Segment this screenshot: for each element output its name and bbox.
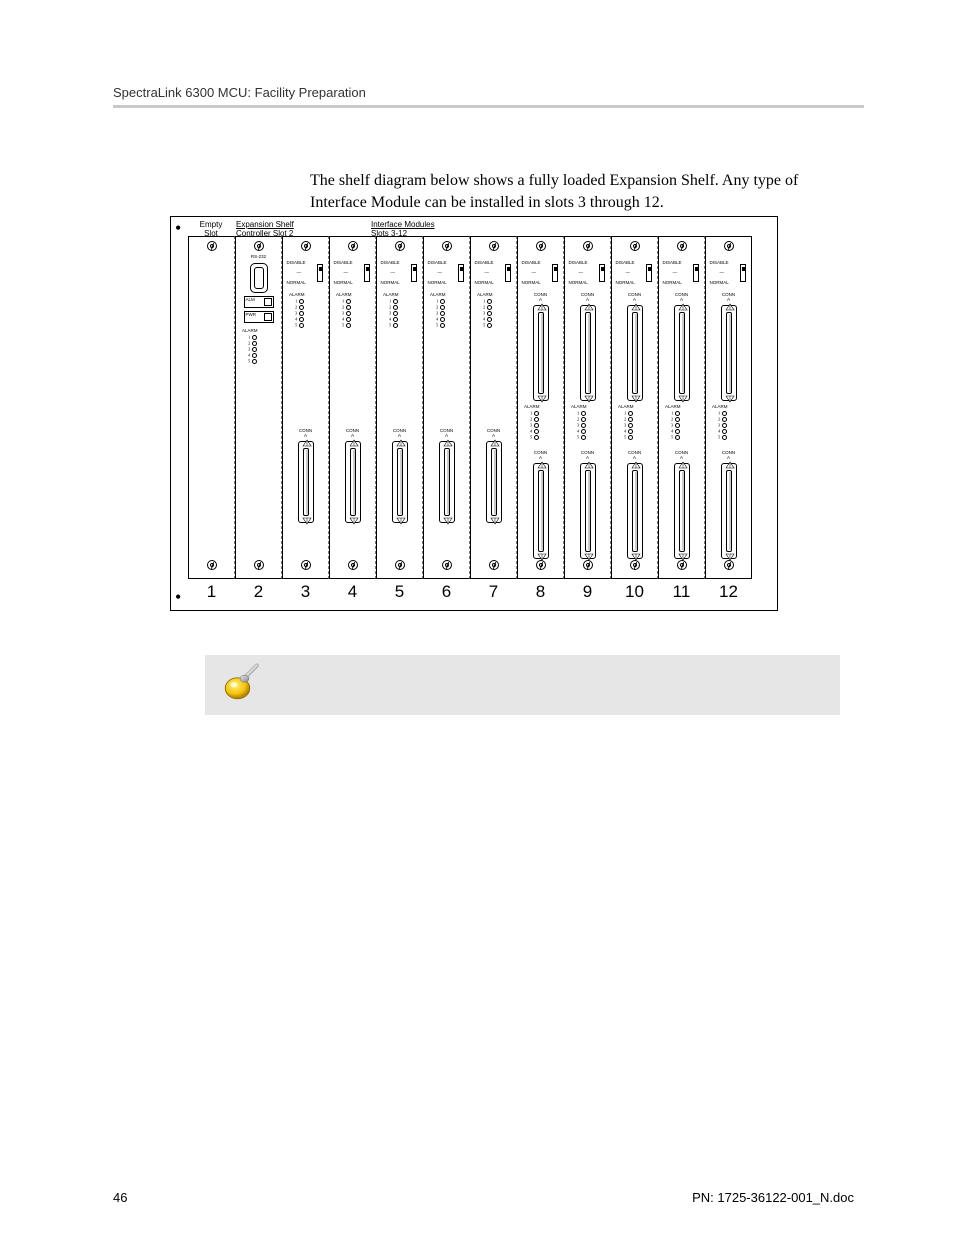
slot-11: DISABLE — NORMAL CONNA ALARM 12345 CONNA xyxy=(658,236,705,579)
screw-icon xyxy=(442,560,452,570)
slot-2: RS-232 ALM PWR ALARM 12345 xyxy=(235,236,282,579)
header-rule xyxy=(113,105,864,108)
slot-10: DISABLE — NORMAL CONNA ALARM 12345 CONNA xyxy=(611,236,658,579)
slot-number: 7 xyxy=(470,582,517,602)
screw-icon xyxy=(583,241,593,251)
screw-icon xyxy=(583,560,593,570)
screw-icon xyxy=(254,560,264,570)
screw-icon xyxy=(677,560,687,570)
slot-number: 1 xyxy=(188,582,235,602)
screw-icon xyxy=(207,560,217,570)
screw-icon xyxy=(442,241,452,251)
note-callout-box xyxy=(205,655,840,715)
slot-number: 6 xyxy=(423,582,470,602)
intro-paragraph: The shelf diagram below shows a fully lo… xyxy=(310,170,854,215)
screw-icon xyxy=(536,560,546,570)
screw-icon xyxy=(489,560,499,570)
screw-icon xyxy=(207,241,217,251)
slot-7: DISABLE — NORMAL ALARM 12345 CONNA xyxy=(470,236,517,579)
running-header: SpectraLink 6300 MCU: Facility Preparati… xyxy=(113,85,854,100)
slot-numbers-row: 123456789101112 xyxy=(171,582,777,606)
page-number: 46 xyxy=(113,1190,127,1205)
shelf-diagram: • • Empty Slot Expansion Shelf Controlle… xyxy=(170,216,778,611)
screw-icon xyxy=(536,241,546,251)
screw-icon xyxy=(677,241,687,251)
screw-icon xyxy=(395,241,405,251)
slot-3: DISABLE — NORMAL ALARM 12345 CONNA xyxy=(282,236,329,579)
slot-5: DISABLE — NORMAL ALARM 12345 CONNA xyxy=(376,236,423,579)
slot-9: DISABLE — NORMAL CONNA ALARM 12345 CONNA xyxy=(564,236,611,579)
screw-icon xyxy=(724,241,734,251)
bullet-icon: • xyxy=(175,219,181,237)
slot-number: 4 xyxy=(329,582,376,602)
screw-icon xyxy=(489,241,499,251)
screw-icon xyxy=(630,241,640,251)
slot-1 xyxy=(188,236,235,579)
slot-number: 5 xyxy=(376,582,423,602)
screw-icon xyxy=(630,560,640,570)
screw-icon xyxy=(254,241,264,251)
screw-icon xyxy=(301,560,311,570)
pushpin-icon xyxy=(220,662,262,704)
slot-number: 12 xyxy=(705,582,752,602)
slot-number: 2 xyxy=(235,582,282,602)
slot-12: DISABLE — NORMAL CONNA ALARM 12345 CONNA xyxy=(705,236,752,579)
screw-icon xyxy=(724,560,734,570)
screw-icon xyxy=(301,241,311,251)
slot-4: DISABLE — NORMAL ALARM 12345 CONNA xyxy=(329,236,376,579)
slot-6: DISABLE — NORMAL ALARM 12345 CONNA xyxy=(423,236,470,579)
document-part-number: PN: 1725-36122-001_N.doc xyxy=(692,1190,854,1205)
screw-icon xyxy=(348,560,358,570)
slot-number: 3 xyxy=(282,582,329,602)
slot-number: 10 xyxy=(611,582,658,602)
screw-icon xyxy=(395,560,405,570)
slot-number: 8 xyxy=(517,582,564,602)
slot-number: 9 xyxy=(564,582,611,602)
slot-8: DISABLE — NORMAL CONNA ALARM 12345 CONNA xyxy=(517,236,564,579)
screw-icon xyxy=(348,241,358,251)
slot-number: 11 xyxy=(658,582,705,602)
